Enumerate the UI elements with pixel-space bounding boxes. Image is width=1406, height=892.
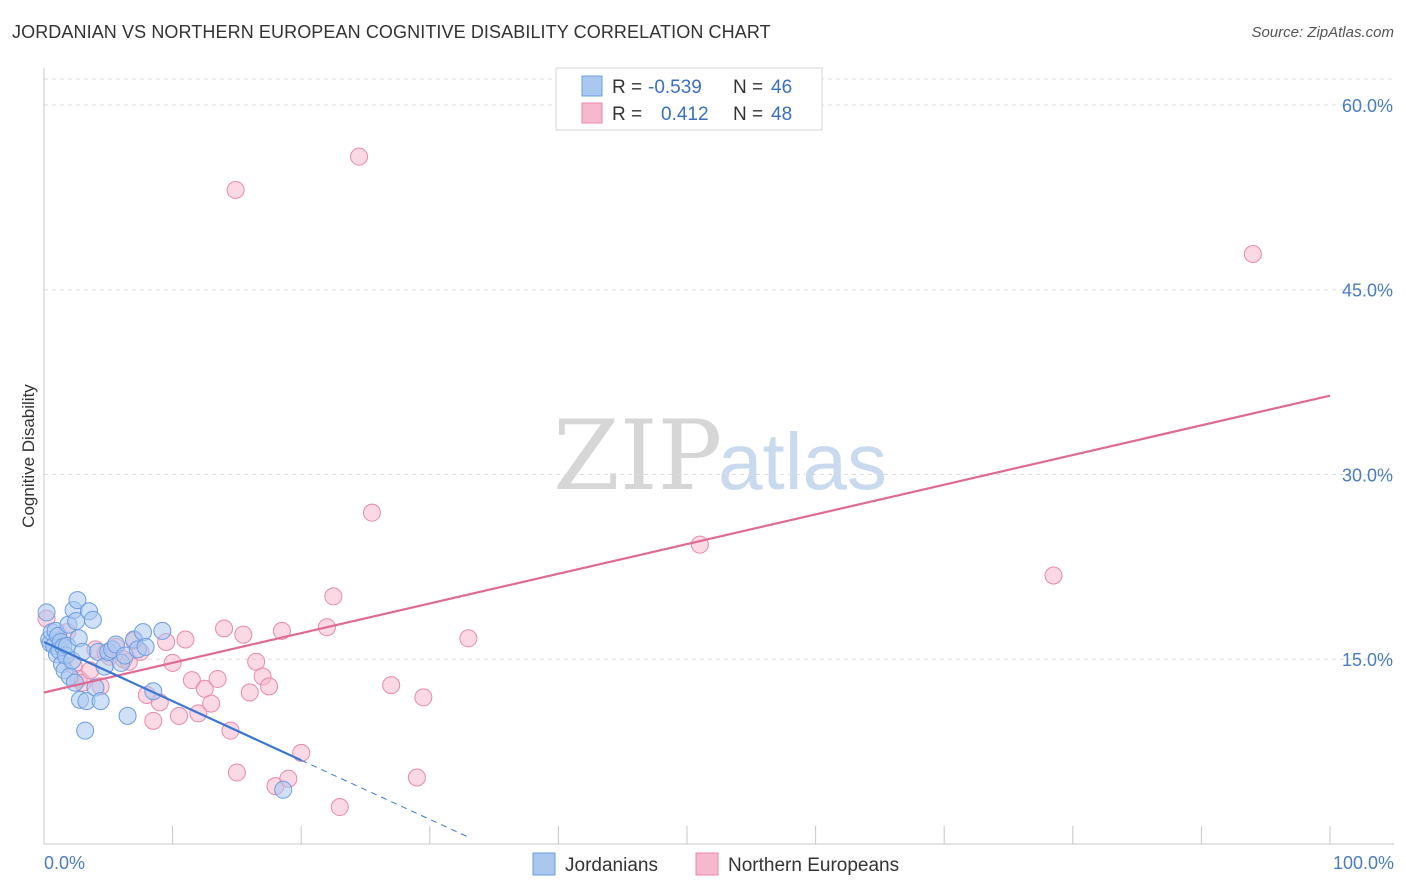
northern-europeans-point [414,688,433,707]
jordanians-point [76,721,95,740]
legend-northern-europeans-label: Northern Europeans [728,855,899,876]
trend-lines [43,394,1331,838]
northern-europeans-point [182,671,201,690]
legend-jordanians-label: Jordanians [565,855,658,876]
axes [43,68,1394,845]
jordanians-trend-line [43,640,302,762]
legend-n-label-0: N = [733,77,763,98]
jordanians-swatch [581,75,603,97]
watermark-atlas: atlas [718,417,887,506]
northern-europeans-point [324,587,343,606]
northern-europeans-point [382,676,401,695]
northern-europeans-point [144,711,163,730]
jordanians-point [65,673,84,692]
jordanians-points [37,591,293,799]
northern-europeans-point [170,706,189,725]
series-legend: Jordanians Northern Europeans [532,852,899,876]
legend-r-value-1: 0.412 [661,104,709,125]
y-tick-label-15: 15.0% [1342,650,1393,670]
jordanians-point [136,637,155,656]
watermark-zip: ZIP [553,400,722,512]
y-tick-label-45: 45.0% [1342,281,1393,301]
y-tick-label-30: 30.0% [1342,465,1393,485]
legend-northern-europeans-swatch [695,852,719,876]
jordanians-point [83,610,102,629]
jordanians-point [153,621,172,640]
jordanians-point [118,706,137,725]
northern-europeans-point [240,683,259,702]
northern-europeans-point [226,180,245,199]
jordanians-point [68,591,87,610]
northern-europeans-point [227,763,246,782]
northern-europeans-point [330,798,349,817]
chart-title: JORDANIAN VS NORTHERN EUROPEAN COGNITIVE… [12,22,771,42]
northern-europeans-trend-line [43,394,1331,694]
northern-europeans-point [362,503,381,522]
legend-n-value-0: 46 [771,77,792,98]
stats-legend: R = -0.539 N = 46 R = 0.412 N = 48 [555,67,823,131]
y-tick-label-60: 60.0% [1342,96,1393,116]
jordanians-point [274,780,293,799]
northern-europeans-point [234,625,253,644]
northern-europeans-point [1044,566,1063,585]
jordanians-point [37,603,56,622]
x-tick-label-max: 100.0% [1333,853,1394,873]
northern-europeans-point [202,694,221,713]
northern-europeans-point [272,621,291,640]
legend-n-value-1: 48 [771,104,792,125]
northern-europeans-point [215,619,234,638]
legend-r-label-1: R = [612,104,642,125]
gridlines [44,78,1394,660]
northern-europeans-point [350,147,369,166]
legend-n-label-1: N = [733,104,763,125]
northern-europeans-point [292,743,311,762]
y-axis-label: Cognitive Disability [19,384,38,528]
x-tick-label-min: 0.0% [44,853,85,873]
jordanians-point [134,623,153,642]
northern-europeans-point [407,768,426,787]
northern-europeans-point [176,630,195,649]
northern-europeans-swatch [581,102,603,124]
jordanians-trend-extension [300,759,469,838]
northern-europeans-point [459,629,478,648]
jordanians-point [91,692,110,711]
northern-europeans-point [1243,244,1262,263]
northern-europeans-point [260,677,279,696]
legend-r-value-0: -0.539 [648,77,702,98]
legend-jordanians-swatch [532,852,556,876]
x-ticks [172,826,1331,844]
legend-r-label-0: R = [612,77,642,98]
source-label: Source: ZipAtlas.com [1251,24,1394,41]
y-tick-labels: 15.0% 30.0% 45.0% 60.0% [1342,96,1393,670]
northern-europeans-point [208,669,227,688]
